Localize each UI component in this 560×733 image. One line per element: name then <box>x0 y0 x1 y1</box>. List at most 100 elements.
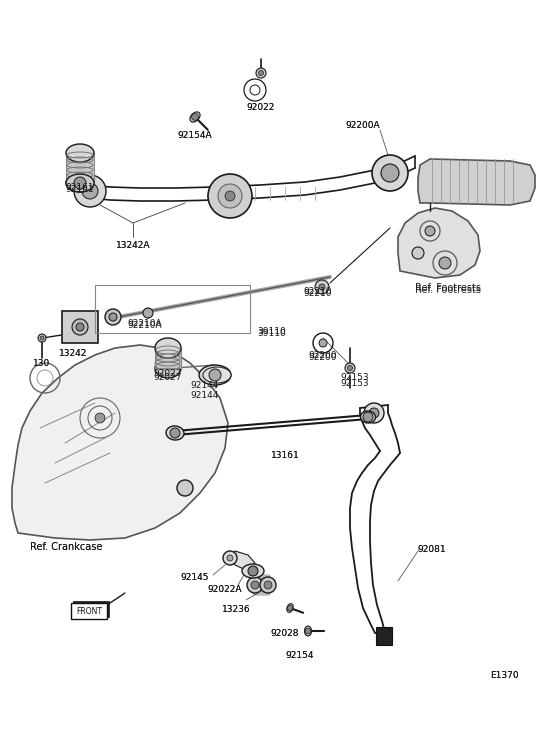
Text: E1370: E1370 <box>490 671 519 679</box>
Text: 92153: 92153 <box>340 374 369 383</box>
Circle shape <box>425 226 435 236</box>
Polygon shape <box>230 551 255 571</box>
Text: 92022A: 92022A <box>208 586 242 594</box>
Text: FRONT: FRONT <box>76 606 102 616</box>
Circle shape <box>251 581 259 589</box>
Text: 92200A: 92200A <box>346 122 380 130</box>
Text: 13236: 13236 <box>222 605 250 614</box>
Circle shape <box>372 155 408 191</box>
Ellipse shape <box>155 358 181 378</box>
Circle shape <box>439 257 451 269</box>
Text: 130: 130 <box>34 358 50 367</box>
Circle shape <box>412 247 424 259</box>
Circle shape <box>247 577 263 593</box>
Circle shape <box>369 408 379 418</box>
Text: 39110: 39110 <box>258 328 286 337</box>
Text: 92081: 92081 <box>418 545 446 554</box>
Circle shape <box>74 175 106 207</box>
Circle shape <box>209 369 221 381</box>
Text: 92161: 92161 <box>66 183 94 193</box>
Circle shape <box>248 566 258 576</box>
Ellipse shape <box>66 144 94 162</box>
Text: 92154: 92154 <box>286 652 314 660</box>
Circle shape <box>319 339 327 347</box>
Circle shape <box>227 555 233 561</box>
Circle shape <box>348 366 352 370</box>
Text: 13242: 13242 <box>59 348 87 358</box>
Circle shape <box>315 280 329 294</box>
Ellipse shape <box>199 365 231 385</box>
Text: 92154A: 92154A <box>178 130 212 139</box>
Text: 92022: 92022 <box>247 103 275 112</box>
Text: 92210A: 92210A <box>128 320 162 330</box>
Bar <box>376 627 392 645</box>
Circle shape <box>74 177 86 189</box>
Text: 92022: 92022 <box>247 103 275 112</box>
Circle shape <box>177 480 193 496</box>
Circle shape <box>72 319 88 335</box>
Circle shape <box>223 551 237 565</box>
Circle shape <box>264 581 272 589</box>
Circle shape <box>105 309 121 325</box>
Text: 92154A: 92154A <box>178 130 212 139</box>
Circle shape <box>225 191 235 201</box>
Circle shape <box>260 577 276 593</box>
Circle shape <box>143 308 153 318</box>
Circle shape <box>95 413 105 423</box>
Circle shape <box>76 323 84 331</box>
Circle shape <box>218 184 242 208</box>
Text: E1370: E1370 <box>490 671 519 679</box>
Text: Ref. Crankcase: Ref. Crankcase <box>30 542 102 552</box>
Text: 92161: 92161 <box>66 185 94 194</box>
Text: 39110: 39110 <box>258 326 286 336</box>
Text: 92200A: 92200A <box>346 122 380 130</box>
Text: 92144: 92144 <box>191 380 219 389</box>
Ellipse shape <box>203 367 231 383</box>
Text: 92154: 92154 <box>286 652 314 660</box>
Text: 13161: 13161 <box>270 451 300 460</box>
Circle shape <box>38 334 46 342</box>
Bar <box>95 285 250 333</box>
Bar <box>155 348 181 368</box>
Circle shape <box>363 412 373 422</box>
Ellipse shape <box>190 112 200 122</box>
Text: 92028: 92028 <box>270 628 299 638</box>
Text: 13242: 13242 <box>59 348 87 358</box>
Circle shape <box>345 363 355 373</box>
Text: 92027: 92027 <box>154 374 182 383</box>
Text: 13161: 13161 <box>270 451 300 460</box>
Ellipse shape <box>242 564 264 578</box>
Text: 92153: 92153 <box>340 378 369 388</box>
Circle shape <box>381 164 399 182</box>
Circle shape <box>192 114 198 120</box>
Text: 92081: 92081 <box>418 545 446 554</box>
Text: 13242A: 13242A <box>116 240 150 249</box>
Circle shape <box>259 70 264 75</box>
Bar <box>62 311 98 343</box>
Ellipse shape <box>66 174 94 192</box>
Circle shape <box>208 174 252 218</box>
Text: 92028: 92028 <box>270 628 299 638</box>
Ellipse shape <box>166 426 184 440</box>
Circle shape <box>287 605 292 611</box>
Circle shape <box>170 428 180 438</box>
Text: Ref. Footrests: Ref. Footrests <box>415 283 481 293</box>
Circle shape <box>82 183 98 199</box>
Text: Ref. Footrests: Ref. Footrests <box>415 285 481 295</box>
Text: 13236: 13236 <box>222 605 250 614</box>
Circle shape <box>256 68 266 78</box>
Ellipse shape <box>287 604 293 612</box>
Bar <box>66 153 94 183</box>
Text: 92022A: 92022A <box>208 586 242 594</box>
Text: 92027: 92027 <box>154 369 182 377</box>
Polygon shape <box>12 345 228 540</box>
Text: 92210A: 92210A <box>128 319 162 328</box>
Ellipse shape <box>155 338 181 358</box>
Text: 92144: 92144 <box>191 391 219 399</box>
Text: 92210: 92210 <box>304 289 332 298</box>
Ellipse shape <box>305 626 311 636</box>
Text: 92145: 92145 <box>181 572 209 581</box>
Text: 92210: 92210 <box>304 287 332 295</box>
Ellipse shape <box>361 411 376 423</box>
Circle shape <box>109 313 117 321</box>
